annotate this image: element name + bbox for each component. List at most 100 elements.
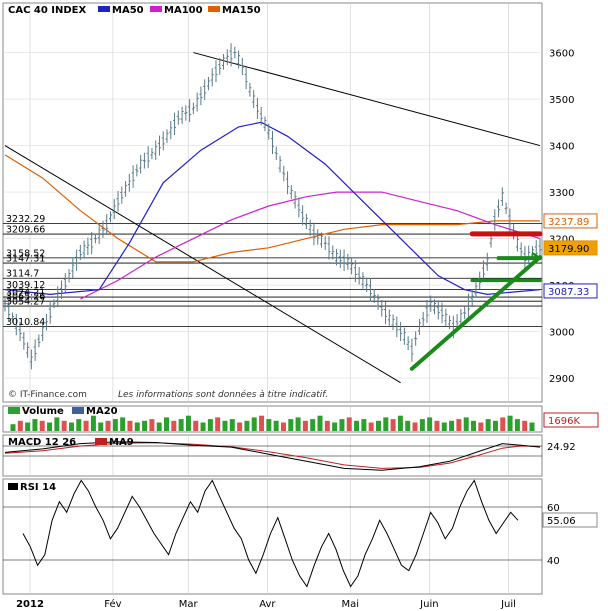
legend-ma100: MA100	[164, 5, 203, 16]
volume-bar-41	[310, 419, 316, 431]
candle-117	[444, 308, 448, 327]
candle-125	[474, 282, 478, 298]
candle-72	[274, 146, 278, 161]
volume-bar-4	[39, 420, 45, 431]
rsi-tick-40: 40	[547, 556, 560, 567]
candle-14	[56, 286, 60, 308]
candle-65	[248, 82, 252, 97]
x-label-6: Juil	[500, 599, 516, 610]
candle-103	[391, 314, 395, 331]
volume-bar-26	[200, 422, 206, 431]
volume-bar-46	[346, 417, 352, 431]
volume-bar-66	[492, 420, 498, 431]
candle-11	[44, 313, 48, 331]
volume-bar-71	[529, 422, 535, 431]
candle-91	[346, 253, 350, 270]
annotations	[409, 231, 543, 371]
candle-50	[191, 102, 195, 115]
volume-bar-57	[427, 417, 433, 431]
ma150-line	[4, 154, 540, 263]
candle-108	[410, 338, 414, 362]
volume-bar-55	[412, 422, 418, 431]
disclaimer: Les informations sont données à titre in…	[118, 389, 328, 400]
candle-90	[342, 249, 346, 271]
candle-9	[37, 334, 41, 348]
volume-bar-52	[390, 419, 396, 431]
rsi-badge: 55.06	[547, 516, 576, 527]
candle-131	[497, 199, 501, 218]
candle-74	[282, 165, 286, 182]
candle-129	[489, 234, 493, 248]
candle-70	[267, 123, 271, 140]
candle-105	[399, 321, 403, 342]
candle-121	[459, 308, 463, 327]
candle-142	[538, 238, 542, 258]
candle-32	[124, 181, 128, 197]
candle-45	[173, 112, 177, 136]
level-label-3: 3147.31	[6, 254, 45, 265]
volume-bar-70	[522, 420, 528, 431]
candle-23	[90, 232, 94, 255]
candle-123	[466, 293, 470, 317]
level-label-1: 3209.66	[6, 225, 45, 236]
volume-bar-31	[237, 422, 243, 431]
candle-116	[440, 302, 444, 324]
legend-swatch-ma50	[98, 6, 110, 12]
candle-107	[406, 336, 410, 351]
candle-21	[82, 240, 86, 259]
volume-bar-65	[485, 419, 491, 431]
annotation-green-trendline-0	[409, 255, 542, 371]
volume-bar-32	[244, 420, 250, 431]
value-badges: 3237.89 3179.90 3087.33	[543, 213, 598, 299]
volume-bar-68	[507, 415, 513, 431]
candle-133	[504, 202, 508, 215]
legend-swatch-ma100	[150, 6, 162, 12]
candle-1	[7, 300, 11, 321]
candle-33	[127, 173, 131, 192]
candle-31	[120, 186, 124, 204]
value-badge-2: 3087.33	[543, 283, 598, 299]
candle-41	[157, 135, 161, 156]
value-badge-0: 3237.89	[543, 213, 598, 229]
rsi-badge-box	[542, 512, 598, 528]
main-panel-frame	[2, 2, 543, 403]
volume-bar-45	[339, 419, 345, 431]
main-panel: CAC 40 INDEX MA50 MA100 MA150 3232.29320…	[2, 2, 598, 403]
volume-bar-40	[302, 420, 308, 431]
volume-bar-36	[273, 420, 279, 431]
candle-83	[316, 229, 320, 245]
volume-bar-56	[419, 419, 425, 431]
legend-swatch-ma9	[95, 438, 107, 445]
candle-5	[22, 332, 26, 350]
candle-28	[108, 211, 112, 223]
volume-bar-3	[32, 419, 38, 431]
candle-34	[131, 165, 135, 188]
value-badge-1: 3179.90	[543, 240, 598, 256]
candle-92	[350, 258, 354, 275]
volume-bar-51	[383, 417, 389, 431]
volume-badge: 1696K	[548, 416, 580, 427]
candle-95	[361, 272, 365, 289]
candle-13	[52, 299, 56, 309]
candle-61	[233, 46, 237, 59]
volume-bar-54	[405, 420, 411, 431]
candle-106	[402, 327, 406, 345]
candle-78	[297, 197, 301, 218]
volume-bar-29	[222, 420, 228, 431]
volume-bar-11	[90, 415, 96, 431]
volume-bar-49	[368, 422, 374, 431]
price-candles	[3, 43, 542, 370]
candle-6	[26, 342, 30, 358]
y-tick-3400: 3400	[549, 142, 574, 153]
candle-18	[71, 257, 75, 279]
candle-16	[63, 273, 67, 293]
candle-102	[387, 309, 391, 326]
legend-rsi: RSI 14	[20, 482, 56, 493]
volume-bar-67	[500, 417, 506, 431]
volume-bar-9	[76, 419, 82, 431]
candle-48	[184, 105, 188, 121]
volume-bar-16	[127, 420, 133, 431]
candle-132	[500, 187, 504, 206]
candle-42	[161, 131, 165, 151]
